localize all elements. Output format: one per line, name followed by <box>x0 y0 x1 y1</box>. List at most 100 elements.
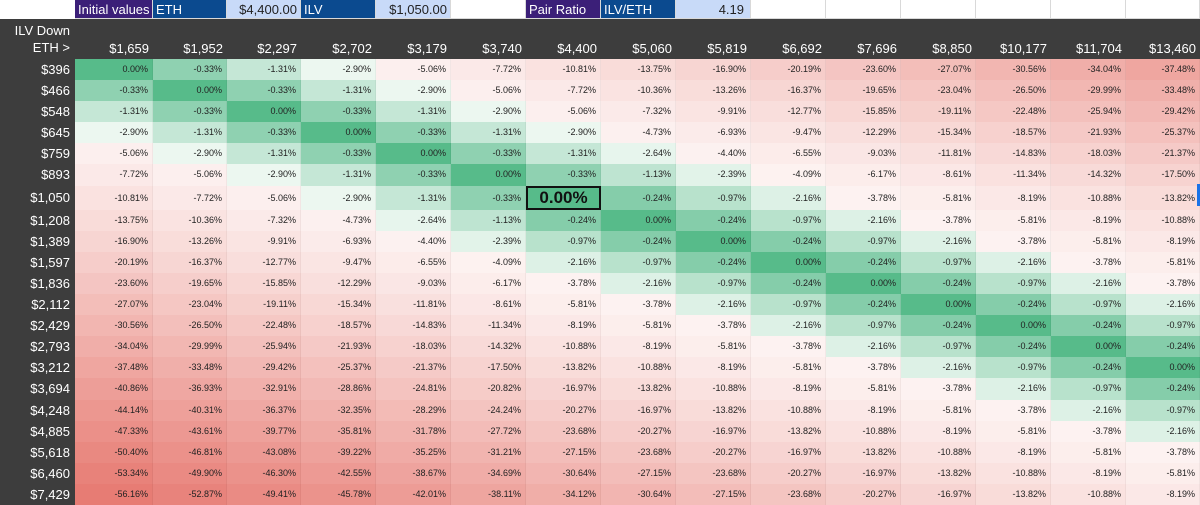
heatmap-cell[interactable]: -30.56% <box>75 315 153 337</box>
heatmap-cell[interactable]: -28.86% <box>301 378 376 400</box>
heatmap-cell[interactable]: -20.27% <box>826 483 901 505</box>
heatmap-cell[interactable]: -18.03% <box>1051 143 1126 165</box>
heatmap-cell[interactable]: -16.97% <box>526 378 601 400</box>
heatmap-cell[interactable]: -5.81% <box>976 209 1051 231</box>
heatmap-cell[interactable]: 0.00% <box>1126 357 1200 379</box>
row-header-ilv-price[interactable]: $1,208 <box>30 212 70 228</box>
heatmap-cell[interactable]: 0.00% <box>301 122 376 144</box>
row-header-ilv-price[interactable]: $2,793 <box>30 339 70 355</box>
heatmap-cell[interactable]: -30.64% <box>601 483 676 505</box>
heatmap-cell[interactable]: -10.88% <box>1126 209 1200 231</box>
heatmap-cell[interactable]: -27.15% <box>676 483 751 505</box>
heatmap-cell[interactable]: -3.78% <box>976 230 1051 252</box>
column-header-eth-price[interactable]: $5,060 <box>632 41 672 56</box>
heatmap-cell[interactable]: -40.86% <box>75 378 153 400</box>
heatmap-cell[interactable]: -47.33% <box>75 420 153 442</box>
heatmap-cell[interactable]: -6.17% <box>451 273 526 295</box>
heatmap-cell[interactable]: -5.81% <box>901 399 976 421</box>
heatmap-cell[interactable]: -6.55% <box>376 251 451 273</box>
heatmap-cell[interactable]: -2.16% <box>976 378 1051 400</box>
heatmap-cell[interactable]: -0.24% <box>1126 378 1200 400</box>
heatmap-cell[interactable]: -5.81% <box>1051 230 1126 252</box>
heatmap-cell[interactable]: 0.00% <box>901 294 976 316</box>
heatmap-cell[interactable]: -52.87% <box>153 483 227 505</box>
heatmap-cell[interactable]: 0.00% <box>676 230 751 252</box>
heatmap-cell[interactable]: -9.03% <box>376 273 451 295</box>
heatmap-cell[interactable]: -1.31% <box>75 101 153 123</box>
heatmap-cell[interactable]: -9.03% <box>826 143 901 165</box>
heatmap-cell[interactable]: -4.73% <box>301 209 376 231</box>
heatmap-cell[interactable]: -16.37% <box>153 251 227 273</box>
heatmap-cell[interactable]: -20.27% <box>676 441 751 463</box>
heatmap-cell[interactable]: -39.77% <box>227 420 301 442</box>
heatmap-cell[interactable]: -15.34% <box>901 122 976 144</box>
row-header-ilv-price[interactable]: $1,050 <box>30 189 70 205</box>
heatmap-cell[interactable]: -3.78% <box>526 273 601 295</box>
row-header-ilv-price[interactable]: $759 <box>41 146 70 162</box>
heatmap-cell[interactable]: -9.91% <box>676 101 751 123</box>
heatmap-cell[interactable]: -0.33% <box>301 143 376 165</box>
heatmap-cell[interactable]: -2.16% <box>751 315 826 337</box>
row-header-ilv-price[interactable]: $4,248 <box>30 402 70 418</box>
heatmap-cell[interactable]: -42.55% <box>301 462 376 484</box>
heatmap-cell[interactable]: -1.31% <box>451 122 526 144</box>
heatmap-cell[interactable]: -2.90% <box>153 143 227 165</box>
row-header-ilv-price[interactable]: $3,212 <box>30 360 70 376</box>
heatmap-cell[interactable]: -4.40% <box>376 230 451 252</box>
heatmap-cell[interactable]: -0.33% <box>376 164 451 186</box>
heatmap-cell[interactable]: -10.88% <box>976 462 1051 484</box>
heatmap-cell[interactable]: -10.88% <box>901 441 976 463</box>
heatmap-cell[interactable]: -3.78% <box>1051 420 1126 442</box>
heatmap-cell[interactable]: -2.90% <box>451 101 526 123</box>
row-header-ilv-price[interactable]: $4,885 <box>30 423 70 439</box>
heatmap-cell[interactable]: -12.29% <box>301 273 376 295</box>
heatmap-cell[interactable]: -46.30% <box>227 462 301 484</box>
heatmap-cell[interactable]: -25.37% <box>301 357 376 379</box>
heatmap-cell[interactable]: -2.16% <box>1051 273 1126 295</box>
heatmap-cell[interactable]: -13.82% <box>601 378 676 400</box>
column-header-eth-price[interactable]: $4,400 <box>557 41 597 56</box>
row-header-ilv-price[interactable]: $2,112 <box>31 297 70 313</box>
heatmap-cell[interactable]: 0.00% <box>227 101 301 123</box>
heatmap-cell[interactable]: -0.24% <box>751 230 826 252</box>
heatmap-cell[interactable]: -8.19% <box>826 399 901 421</box>
heatmap-cell[interactable]: -27.72% <box>451 420 526 442</box>
heatmap-cell[interactable]: -0.33% <box>153 59 227 81</box>
heatmap-cell[interactable]: -0.97% <box>901 251 976 273</box>
heatmap-cell[interactable]: -24.24% <box>451 399 526 421</box>
row-header-ilv-price[interactable]: $7,429 <box>30 486 70 502</box>
heatmap-cell[interactable]: -5.06% <box>153 164 227 186</box>
heatmap-cell[interactable]: -23.68% <box>751 483 826 505</box>
heatmap-cell[interactable]: -8.19% <box>1126 230 1200 252</box>
heatmap-cell[interactable]: -8.19% <box>676 357 751 379</box>
column-header-eth-price[interactable]: $13,460 <box>1149 41 1196 56</box>
heatmap-cell[interactable]: -1.31% <box>526 143 601 165</box>
heatmap-cell[interactable]: -0.33% <box>153 101 227 123</box>
heatmap-cell[interactable]: -19.65% <box>153 273 227 295</box>
heatmap-cell[interactable]: -2.90% <box>301 59 376 81</box>
heatmap-cell[interactable]: -0.97% <box>826 230 901 252</box>
heatmap-cell[interactable]: -2.16% <box>901 357 976 379</box>
heatmap-cell[interactable]: -34.69% <box>451 462 526 484</box>
heatmap-cell[interactable]: -3.78% <box>1126 441 1200 463</box>
heatmap-cell[interactable]: -5.81% <box>526 294 601 316</box>
heatmap-cell[interactable]: -0.24% <box>901 273 976 295</box>
heatmap-cell[interactable]: -8.19% <box>751 378 826 400</box>
heatmap-cell[interactable]: -6.93% <box>301 230 376 252</box>
heatmap-cell[interactable]: -28.29% <box>376 399 451 421</box>
heatmap-cell[interactable]: -25.37% <box>1126 122 1200 144</box>
heatmap-cell[interactable]: -33.48% <box>1126 80 1200 102</box>
heatmap-cell[interactable]: -10.88% <box>1051 483 1126 505</box>
heatmap-cell[interactable]: -9.91% <box>227 230 301 252</box>
heatmap-cell[interactable]: -5.06% <box>75 143 153 165</box>
heatmap-cell[interactable]: -3.78% <box>901 209 976 231</box>
heatmap-cell[interactable]: -13.82% <box>751 420 826 442</box>
heatmap-cell[interactable]: -0.24% <box>601 185 676 210</box>
heatmap-cell[interactable]: -16.90% <box>676 59 751 81</box>
heatmap-cell[interactable]: -7.72% <box>526 80 601 102</box>
heatmap-cell[interactable]: -0.97% <box>901 336 976 358</box>
heatmap-cell[interactable]: -23.04% <box>901 80 976 102</box>
heatmap-cell[interactable]: -24.81% <box>376 378 451 400</box>
heatmap-cell[interactable]: -10.36% <box>601 80 676 102</box>
heatmap-cell[interactable]: -2.16% <box>1126 294 1200 316</box>
